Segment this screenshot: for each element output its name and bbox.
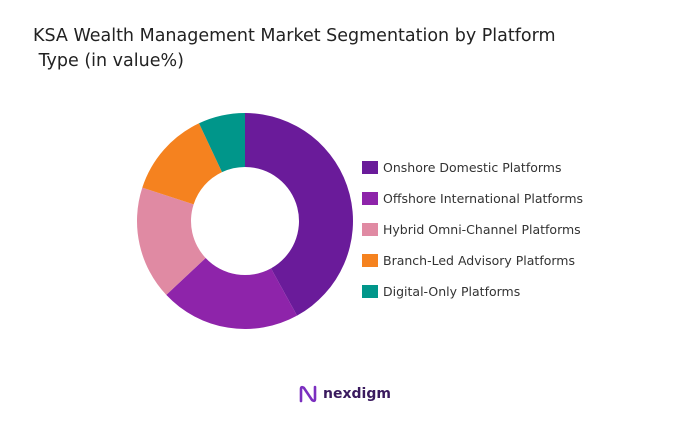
logo-text: nexdigm bbox=[323, 386, 391, 402]
slice-onshore-domestic-platforms bbox=[245, 113, 353, 316]
slice-hybrid-omni-channel-platforms bbox=[137, 187, 206, 295]
legend-item: Offshore International Platforms bbox=[362, 183, 583, 214]
slice-digital-only-platforms bbox=[199, 113, 245, 173]
legend-swatch bbox=[362, 285, 378, 298]
chart-title-line-2: Type (in value%) bbox=[33, 51, 184, 71]
legend-item: Branch-Led Advisory Platforms bbox=[362, 245, 583, 276]
slice-branch-led-advisory-platforms bbox=[142, 123, 223, 205]
legend-item: Digital-Only Platforms bbox=[362, 276, 583, 307]
legend-swatch bbox=[362, 223, 378, 236]
legend-label: Onshore Domestic Platforms bbox=[383, 160, 562, 175]
legend-swatch bbox=[362, 192, 378, 205]
legend-item: Onshore Domestic Platforms bbox=[362, 152, 583, 183]
legend: Onshore Domestic Platforms Offshore Inter… bbox=[362, 152, 583, 307]
nexdigm-logo: nexdigm bbox=[298, 384, 391, 404]
legend-label: Branch-Led Advisory Platforms bbox=[383, 253, 575, 268]
legend-item: Hybrid Omni-Channel Platforms bbox=[362, 214, 583, 245]
legend-swatch bbox=[362, 161, 378, 174]
legend-swatch bbox=[362, 254, 378, 267]
legend-label: Offshore International Platforms bbox=[383, 191, 584, 206]
legend-label: Digital-Only Platforms bbox=[383, 284, 521, 299]
slice-offshore-international-platforms bbox=[166, 257, 298, 329]
chart-title-line-1: KSA Wealth Management Market Segmentatio… bbox=[33, 26, 556, 46]
nexdigm-logo-icon bbox=[299, 385, 317, 403]
legend-label: Hybrid Omni-Channel Platforms bbox=[383, 222, 581, 237]
chart-title: KSA Wealth Management Market Segmentatio… bbox=[33, 24, 633, 74]
